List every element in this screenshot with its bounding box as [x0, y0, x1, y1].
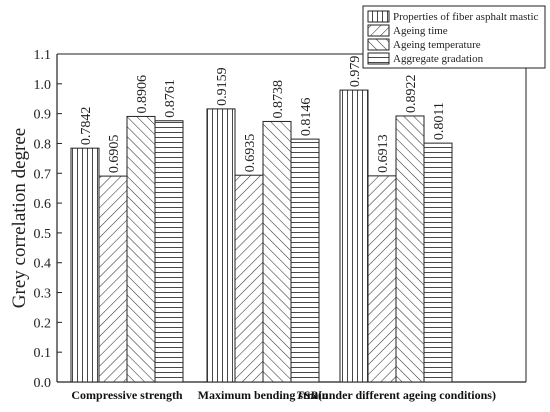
legend-swatch — [367, 10, 390, 23]
bar — [262, 120, 292, 383]
legend-swatch — [367, 52, 390, 65]
y-tick-label: 0.4 — [34, 257, 52, 272]
bar — [70, 147, 100, 383]
legend-label: Properties of fiber asphalt mastic — [393, 11, 539, 23]
legend-swatch — [367, 24, 390, 37]
bar — [206, 108, 236, 383]
category-labels: Compressive strength Maximum bending stra… — [71, 388, 496, 402]
bar — [339, 89, 369, 383]
bar — [423, 142, 453, 383]
category-label-part: Compressive strength — [71, 388, 183, 402]
y-tick-label: 1.0 — [34, 78, 52, 93]
bar — [154, 120, 184, 383]
data-label: 0.9159 — [215, 67, 230, 106]
y-tick-label: 0.0 — [34, 376, 52, 391]
y-tick-label: 0.2 — [34, 316, 52, 331]
category-label-part: (under different ageing conditions) — [318, 388, 496, 402]
legend: Properties of fiber asphalt mastic Ageing… — [362, 5, 546, 69]
data-labels: 0.7842 0.9159 0.979 0.6905 0.6935 0.6913 0.890… — [79, 56, 447, 174]
y-tick-label: 0.9 — [34, 108, 52, 123]
category-label: TSR(under different ageing conditions) — [296, 388, 496, 402]
data-label: 0.6935 — [243, 134, 258, 173]
y-tick-label: 0.7 — [34, 167, 52, 182]
bars — [70, 89, 453, 383]
category-label: Compressive strength — [71, 388, 183, 402]
legend-label: Ageing time — [393, 25, 448, 37]
category-label-part: TSR — [296, 388, 318, 402]
bar — [290, 138, 320, 383]
legend-swatch — [367, 38, 390, 51]
data-label: 0.979 — [348, 56, 363, 88]
y-tick-label: 1.1 — [34, 48, 52, 63]
y-tick-label: 0.1 — [34, 346, 52, 361]
legend-box — [362, 5, 546, 69]
bar — [367, 175, 397, 383]
data-label: 0.8738 — [271, 80, 286, 119]
data-label: 0.7842 — [79, 107, 94, 146]
data-label: 0.6913 — [376, 134, 391, 173]
y-tick-label: 0.8 — [34, 137, 52, 152]
y-tick-label: 0.6 — [34, 197, 52, 212]
data-label: 0.8922 — [404, 74, 419, 113]
bar — [126, 115, 156, 383]
data-label: 0.6905 — [107, 135, 122, 174]
category-label-part: Maximum bending strain — [198, 388, 329, 402]
y-axis-label: Grey correlation degree — [9, 128, 30, 308]
y-ticks: 0.0 0.1 0.2 0.3 0.4 0.5 0.6 0.7 0.8 0.9 1.0 1.1 — [34, 48, 62, 391]
bar — [98, 175, 128, 383]
y-tick-label: 0.5 — [34, 227, 52, 242]
y-tick-label: 0.3 — [34, 287, 52, 302]
data-label: 0.8906 — [135, 75, 150, 114]
data-label: 0.8761 — [163, 79, 178, 118]
legend-label: Ageing temperature — [393, 39, 481, 51]
bar — [234, 174, 264, 383]
legend-label: Aggregate gradation — [393, 53, 484, 65]
data-label: 0.8146 — [299, 98, 314, 137]
data-label: 0.8011 — [432, 102, 447, 140]
category-label: Maximum bending strain — [198, 388, 329, 402]
bar — [395, 115, 425, 383]
